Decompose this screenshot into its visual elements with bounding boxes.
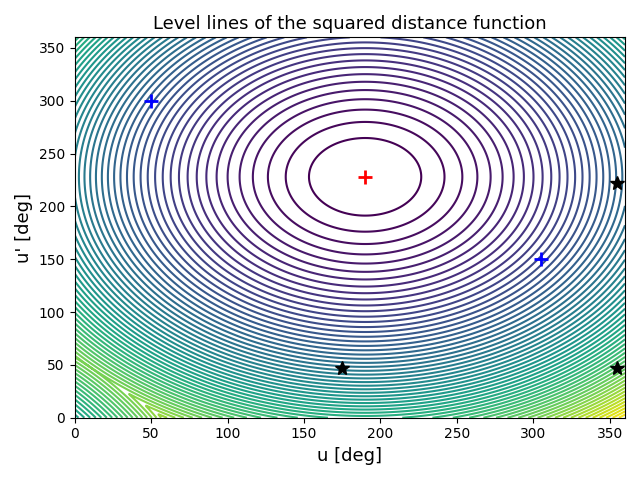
Title: Level lines of the squared distance function: Level lines of the squared distance func… bbox=[153, 15, 547, 33]
Y-axis label: u' [deg]: u' [deg] bbox=[15, 192, 33, 263]
X-axis label: u [deg]: u [deg] bbox=[317, 447, 382, 465]
